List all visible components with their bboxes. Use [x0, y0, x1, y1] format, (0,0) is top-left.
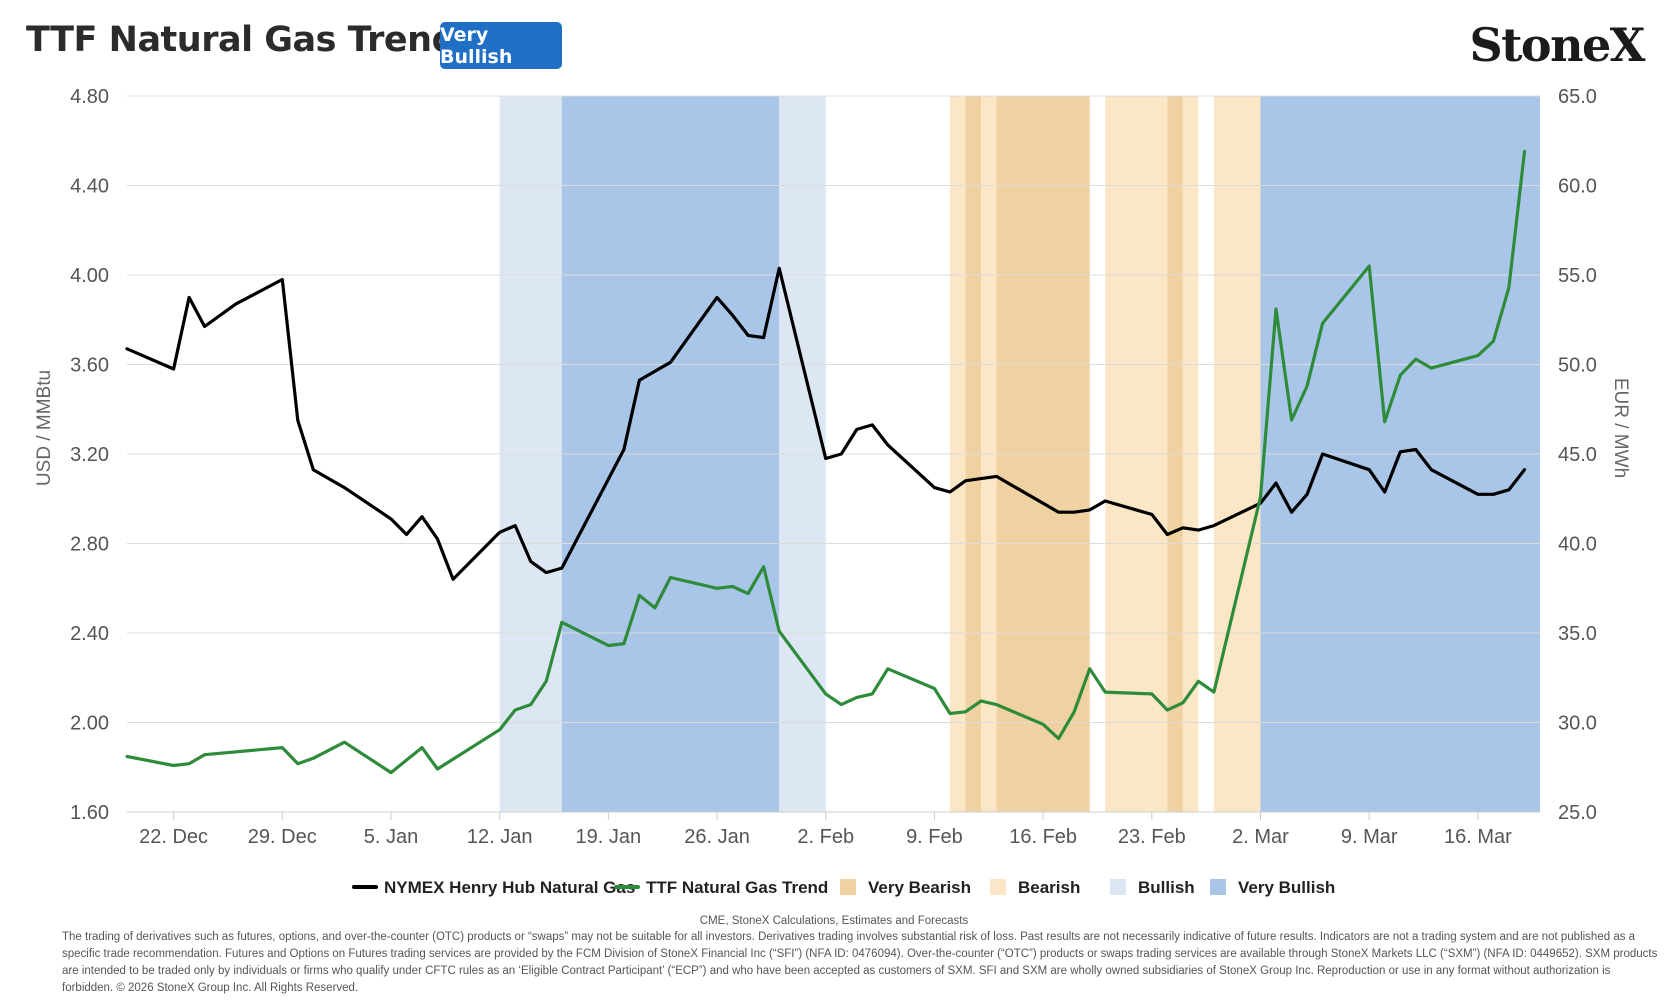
y-left-tick-label: 4.80: [70, 86, 109, 108]
x-tick-label: 2. Mar: [1232, 826, 1289, 848]
x-tick-label: 26. Jan: [684, 826, 750, 848]
legend-label: Bearish: [1018, 878, 1080, 897]
x-tick-label: 16. Mar: [1444, 826, 1512, 848]
y-right-tick-label: 65.0: [1558, 86, 1597, 108]
legend-label: Bullish: [1138, 878, 1195, 897]
x-tick-label: 29. Dec: [248, 826, 317, 848]
legend-swatch: [840, 879, 856, 895]
series-line-ttf: [125, 149, 1527, 775]
y-right-tick-label: 45.0: [1558, 444, 1597, 466]
legend-swatch: [1110, 879, 1126, 895]
y-left-tick-label: 2.00: [70, 713, 109, 735]
x-tick-label: 12. Jan: [467, 826, 533, 848]
y-axis-right: 25.0 30.0 35.0 40.0 45.0 50.0 55.0 60.0 65.0: [1558, 86, 1597, 824]
x-tick-label: 19. Jan: [576, 826, 642, 848]
x-tick-label: 9. Mar: [1341, 826, 1398, 848]
y-right-tick-label: 55.0: [1558, 265, 1597, 287]
page-title: TTF Natural Gas Trend: [26, 20, 457, 60]
y-axis-left-label: USD / MMBtu: [34, 370, 55, 486]
y-right-tick-label: 30.0: [1558, 713, 1597, 735]
legend-label: NYMEX Henry Hub Natural Gas: [384, 878, 635, 897]
series-lines: [125, 149, 1527, 775]
y-right-tick-label: 60.0: [1558, 176, 1597, 198]
legend-swatch: [990, 879, 1006, 895]
x-axis: 22. Dec 29. Dec 5. Jan 12. Jan 19. Jan 26. Ja…: [127, 811, 1540, 848]
x-tick-label: 16. Feb: [1009, 826, 1077, 848]
x-tick-label: 2. Feb: [797, 826, 854, 848]
x-tick-label: 9. Feb: [906, 826, 963, 848]
y-right-tick-label: 35.0: [1558, 623, 1597, 645]
legend-swatch: [1210, 879, 1226, 895]
legend-label: Very Bearish: [868, 878, 971, 897]
source-note: CME, StoneX Calculations, Estimates and …: [699, 915, 969, 927]
x-tick-label: 5. Jan: [364, 826, 418, 848]
y-axis-left: 1.60 2.00 2.40 2.80 3.20 3.60 4.00 4.40 4.80: [70, 86, 109, 824]
x-tick-label: 23. Feb: [1118, 826, 1186, 848]
y-left-tick-label: 3.20: [70, 444, 109, 466]
y-right-tick-label: 50.0: [1558, 355, 1597, 377]
x-tick-label: 22. Dec: [139, 826, 208, 848]
stonex-logo: StoneX: [1469, 18, 1645, 72]
disclaimer-text: The trading of derivatives such as futur…: [62, 931, 1658, 994]
y-left-tick-label: 2.80: [70, 534, 109, 556]
y-left-tick-label: 1.60: [70, 802, 109, 824]
y-axis-right-label: EUR / MWh: [1610, 378, 1631, 478]
y-right-tick-label: 25.0: [1558, 802, 1597, 824]
grid-lines: [127, 95, 1540, 813]
legend: NYMEX Henry Hub Natural Gas TTF Natural G…: [352, 878, 1335, 897]
legend-label: TTF Natural Gas Trend: [646, 878, 828, 897]
y-left-tick-label: 2.40: [70, 623, 109, 645]
trend-status-badge: Very Bullish: [440, 22, 562, 69]
legend-label: Very Bullish: [1238, 878, 1335, 897]
y-left-tick-label: 3.60: [70, 355, 109, 377]
y-left-tick-label: 4.00: [70, 265, 109, 287]
y-right-tick-label: 40.0: [1558, 534, 1597, 556]
series-line-henry-hub: [125, 266, 1527, 581]
trend-chart: 22. Dec 29. Dec 5. Jan 12. Jan 19. Jan 26. Ja…: [34, 86, 1631, 897]
y-left-tick-label: 4.40: [70, 176, 109, 198]
